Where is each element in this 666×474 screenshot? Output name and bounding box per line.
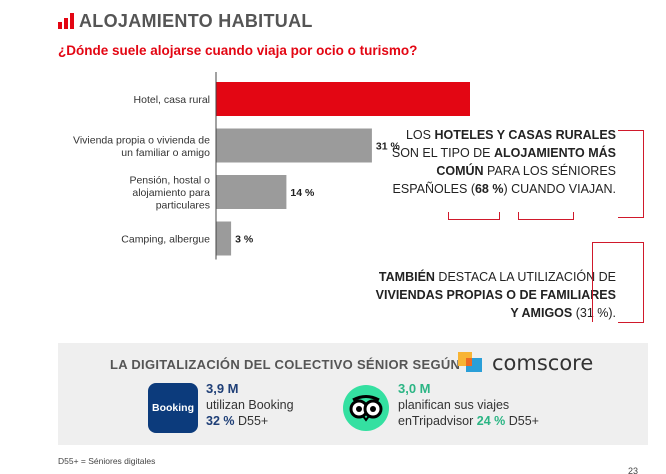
bar-0 xyxy=(216,82,470,116)
category-label-0: Hotel, casa rural xyxy=(134,94,210,106)
footnote: D55+ = Séniores digitales xyxy=(58,456,156,466)
bar-3 xyxy=(216,221,232,256)
chart-question: ¿Dónde suele alojarse cuando viaja por o… xyxy=(58,43,418,58)
callout-bracket-bottom-3 xyxy=(618,322,644,323)
category-label-1: Vivienda propia o vivienda de un familiar… xyxy=(73,134,210,159)
page-header: ALOJAMIENTO HABITUAL xyxy=(58,8,313,34)
callout-bracket-right-2 xyxy=(592,242,644,322)
homes-callout: TAMBIÉN DESTACA LA UTILIZACIÓN DE VIVIEN… xyxy=(375,270,616,320)
value-label-2: 14 % xyxy=(290,187,315,199)
page-number: 23 xyxy=(628,466,639,474)
bar-2 xyxy=(216,175,287,209)
value-label-1: 31 % xyxy=(376,141,401,153)
booking-logo: Booking xyxy=(148,383,198,433)
bar-chart-icon xyxy=(58,13,74,29)
callout-bracket-bottom-2 xyxy=(518,212,574,220)
tripadvisor-owl-icon xyxy=(343,385,389,431)
page-title: ALOJAMIENTO HABITUAL xyxy=(79,10,313,31)
bar-1 xyxy=(216,128,372,163)
comscore-mark-icon xyxy=(458,352,484,374)
callout-bracket-bottom-1 xyxy=(448,212,500,220)
value-label-3: 3 % xyxy=(235,234,254,246)
digitalization-title: LA DIGITALIZACIÓN DEL COLECTIVO SÉNIOR S… xyxy=(110,357,461,372)
category-label-3: Camping, albergue xyxy=(121,234,210,246)
hotels-callout: LOS HOTELES Y CASAS RURALES SON EL TIPO … xyxy=(391,128,616,196)
comscore-logo: comscore xyxy=(458,351,593,375)
callout-bracket-right-1 xyxy=(618,130,644,218)
category-label-2: Pensión, hostal o alojamiento para particu… xyxy=(129,175,210,212)
tripadvisor-stat: 3,0 M planifican sus viajes enTripadviso… xyxy=(398,381,539,428)
digitalization-panel: LA DIGITALIZACIÓN DEL COLECTIVO SÉNIOR S… xyxy=(58,343,648,445)
booking-stat: 3,9 M utilizan Booking 32 % D55+ xyxy=(206,381,294,428)
